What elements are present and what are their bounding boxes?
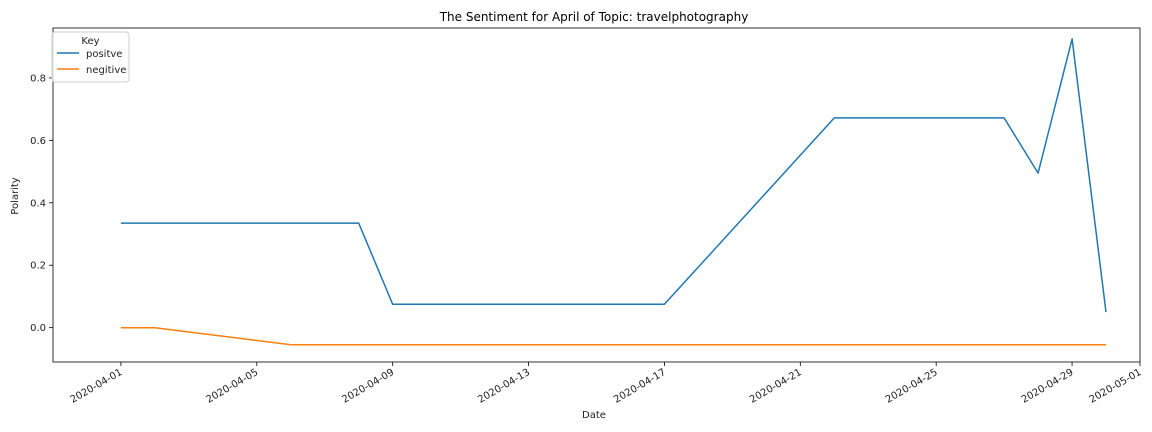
legend-title: Key — [81, 36, 99, 47]
x-tick-label: 2020-05-01 — [1088, 367, 1144, 406]
y-axis-label: Polarity — [10, 177, 21, 215]
x-tick-label: 2020-04-13 — [476, 367, 532, 406]
x-axis-label: Date — [582, 410, 606, 421]
plot-area: 0.0 0.2 0.4 0.6 0.8 2020-04-01 2020-04-05 2020-… — [30, 27, 1144, 406]
x-tick-label: 2020-04-05 — [204, 367, 260, 406]
legend: Key positve negitive — [51, 31, 130, 83]
series-line-1 — [120, 38, 1107, 313]
x-tick-label: 2020-04-01 — [69, 367, 125, 406]
x-tick-label: 2020-04-25 — [884, 367, 940, 406]
y-tick-label: 0.6 — [30, 136, 46, 147]
y-tick-label: 0.8 — [30, 73, 46, 84]
x-tick-label: 2020-04-09 — [340, 367, 396, 406]
legend-entry: negitive — [86, 65, 126, 76]
series-line-2 — [120, 326, 1106, 346]
x-tick-label: 2020-04-29 — [1020, 367, 1076, 406]
plot-frame — [52, 27, 1141, 363]
y-tick-label: 0.2 — [30, 261, 46, 272]
x-tick-label: 2020-04-21 — [748, 367, 804, 406]
chart-title: The Sentiment for April of Topic: travel… — [439, 10, 749, 24]
y-tick-label: 0.4 — [30, 198, 46, 209]
legend-entry: positve — [86, 49, 122, 60]
x-tick-label: 2020-04-17 — [612, 367, 668, 406]
y-tick-label: 0.0 — [30, 323, 46, 334]
